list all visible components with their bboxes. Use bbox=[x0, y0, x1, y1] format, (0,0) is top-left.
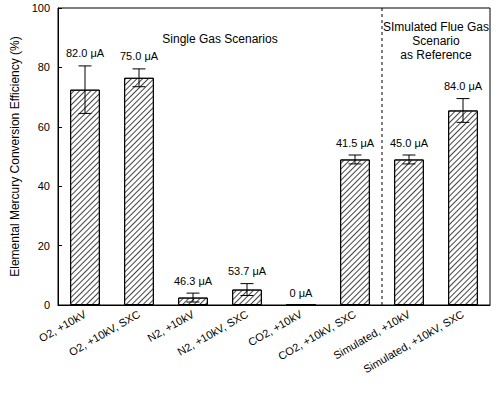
svg-text:40: 40 bbox=[38, 180, 50, 192]
svg-text:45.0 μA: 45.0 μA bbox=[390, 137, 429, 149]
svg-text:as Reference: as Reference bbox=[400, 48, 472, 62]
svg-text:53.7 μA: 53.7 μA bbox=[228, 265, 267, 277]
svg-text:80: 80 bbox=[38, 61, 50, 73]
svg-text:O2, +10kV: O2, +10kV bbox=[36, 307, 88, 345]
svg-text:CO2, +10kV: CO2, +10kV bbox=[245, 307, 304, 349]
svg-text:Simulated, +10kV, SXC: Simulated, +10kV, SXC bbox=[361, 308, 466, 375]
svg-text:60: 60 bbox=[38, 121, 50, 133]
svg-text:O2, +10kV, SXC: O2, +10kV, SXC bbox=[67, 308, 142, 358]
svg-text:0 μA: 0 μA bbox=[290, 287, 314, 299]
svg-text:84.0 μA: 84.0 μA bbox=[444, 80, 483, 92]
svg-text:CO2, +10kV, SXC: CO2, +10kV, SXC bbox=[275, 307, 358, 363]
svg-text:41.5 μA: 41.5 μA bbox=[336, 137, 375, 149]
svg-text:100: 100 bbox=[32, 2, 50, 14]
svg-text:20: 20 bbox=[38, 240, 50, 252]
svg-text:46.3 μA: 46.3 μA bbox=[174, 275, 213, 287]
svg-text:0: 0 bbox=[44, 299, 50, 311]
svg-text:75.0 μA: 75.0 μA bbox=[120, 50, 159, 62]
svg-text:82.0 μA: 82.0 μA bbox=[66, 47, 105, 59]
svg-text:SImulated Flue Gas: SImulated Flue Gas bbox=[383, 20, 489, 34]
svg-text:N2, +10kV, SXC: N2, +10kV, SXC bbox=[175, 308, 250, 358]
svg-text:N2, +10kV: N2, +10kV bbox=[145, 307, 196, 344]
svg-text:Scenario: Scenario bbox=[412, 34, 460, 48]
svg-text:Single Gas Scenarios: Single Gas Scenarios bbox=[162, 32, 277, 46]
svg-text:Elemental Mercury Conversion E: Elemental Mercury Conversion Efficiency … bbox=[8, 36, 22, 277]
